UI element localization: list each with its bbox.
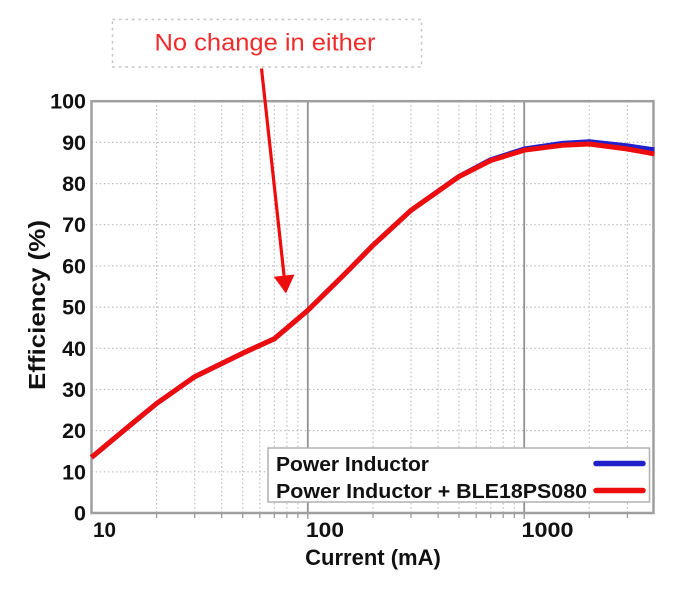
svg-text:20: 20 [62, 419, 86, 443]
svg-text:80: 80 [62, 172, 86, 196]
svg-text:50: 50 [62, 296, 86, 320]
svg-text:40: 40 [62, 337, 86, 361]
svg-text:Efficiency (%): Efficiency (%) [24, 220, 50, 390]
svg-text:100: 100 [306, 518, 344, 542]
svg-text:Power Inductor + BLE18PS080: Power Inductor + BLE18PS080 [276, 480, 587, 503]
svg-text:1000: 1000 [522, 518, 574, 542]
svg-text:30: 30 [62, 378, 86, 402]
svg-text:90: 90 [62, 131, 86, 155]
svg-text:10: 10 [62, 460, 86, 484]
svg-text:Current (mA): Current (mA) [305, 545, 441, 570]
svg-text:60: 60 [62, 254, 86, 278]
svg-text:0: 0 [74, 502, 86, 526]
svg-text:10: 10 [93, 518, 116, 542]
svg-text:Power Inductor: Power Inductor [276, 453, 429, 476]
svg-text:100: 100 [50, 90, 86, 114]
svg-text:No change in either: No change in either [155, 30, 376, 57]
svg-text:70: 70 [62, 213, 86, 237]
